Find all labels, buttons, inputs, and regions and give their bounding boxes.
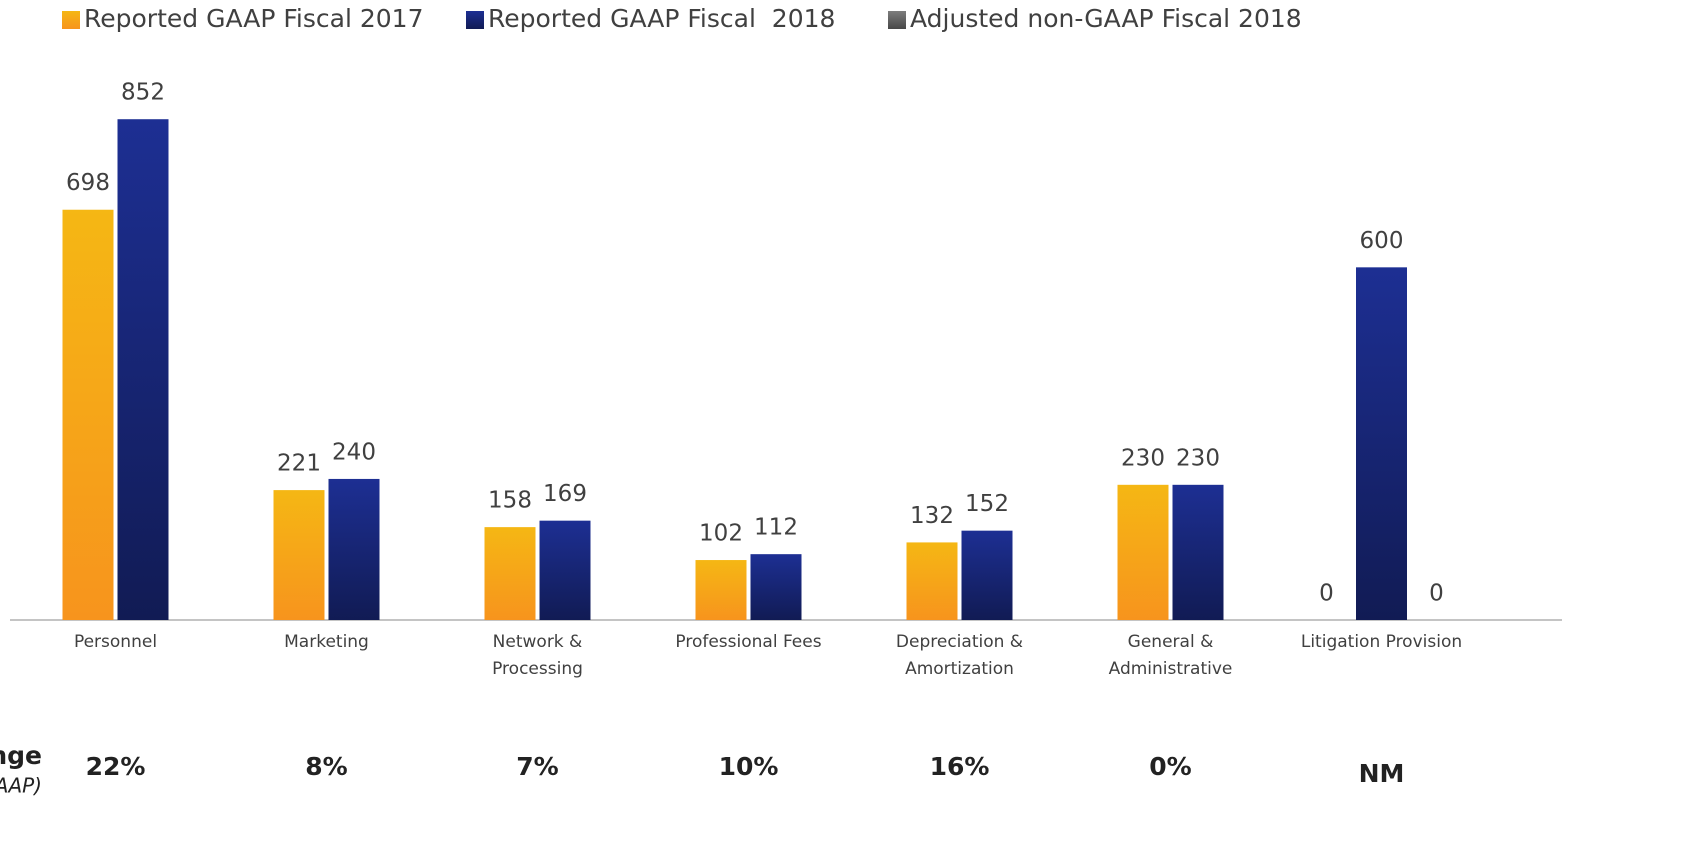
x-tick-label: Personnel: [74, 632, 157, 652]
value-label: 112: [754, 515, 798, 541]
x-tick-label: Litigation Provision: [1301, 632, 1462, 652]
bar: [961, 530, 1013, 620]
value-label: 221: [277, 451, 321, 477]
value-label: 230: [1121, 445, 1165, 471]
value-label: 169: [543, 481, 587, 507]
value-label: 152: [965, 491, 1009, 517]
value-label: 230: [1176, 445, 1220, 471]
bar: [484, 527, 536, 620]
x-tick-label: Professional Fees: [675, 632, 821, 652]
x-tick-label: Depreciation & Amortization: [896, 632, 1023, 679]
change-value: 10%: [719, 752, 779, 781]
value-label: 600: [1360, 228, 1404, 254]
legend-swatch: [888, 11, 906, 29]
value-label: 158: [488, 488, 532, 514]
legend-label: Reported GAAP Fiscal 2018: [488, 4, 835, 33]
bar: [750, 554, 802, 620]
value-label: 0: [1319, 581, 1334, 607]
bar: [273, 490, 325, 620]
bar: [117, 119, 169, 621]
change-label: % Change: [0, 741, 42, 770]
value-label: 240: [332, 439, 376, 465]
bar: [62, 209, 114, 620]
change-value: 16%: [930, 752, 990, 781]
x-tick-label: Network & Processing: [492, 632, 583, 679]
change-value: 22%: [86, 752, 146, 781]
legend-label: Adjusted non-GAAP Fiscal 2018: [910, 4, 1302, 33]
change-label: (non-GAAP): [0, 774, 42, 798]
bar: [1172, 484, 1224, 620]
bar: [328, 478, 380, 620]
legend-label: Reported GAAP Fiscal 2017: [84, 4, 423, 33]
value-label: 132: [910, 503, 954, 529]
value-label: 0: [1429, 581, 1444, 607]
bar: [906, 542, 958, 620]
change-value: 7%: [516, 752, 558, 781]
x-tick-label: Marketing: [284, 632, 369, 652]
change-value: 8%: [305, 752, 347, 781]
change-value: NM: [1359, 759, 1405, 788]
x-tick-label: General & Administrative: [1109, 632, 1233, 679]
change-value: 0%: [1149, 752, 1191, 781]
legend-swatch: [62, 11, 80, 29]
value-label: 698: [66, 170, 110, 196]
bar: [539, 520, 591, 620]
value-label: 102: [699, 521, 743, 547]
bar: [1356, 267, 1407, 620]
bar: [1117, 484, 1169, 620]
legend-swatch: [466, 11, 484, 29]
bar: [695, 560, 747, 620]
value-label: 852: [121, 80, 165, 106]
